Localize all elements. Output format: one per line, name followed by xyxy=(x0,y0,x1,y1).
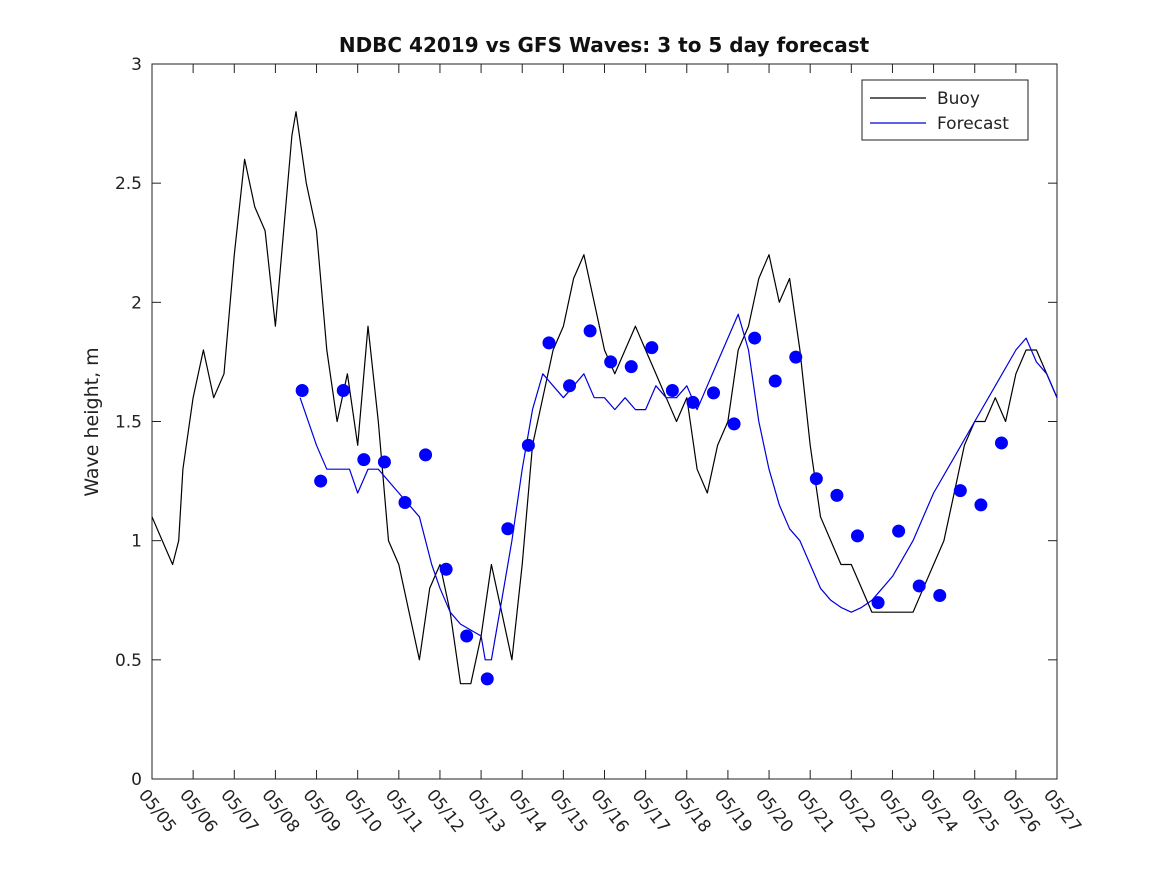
forecast-marker xyxy=(521,438,535,452)
forecast-marker xyxy=(850,529,864,543)
forecast-marker xyxy=(686,395,700,409)
chart-title: NDBC 42019 vs GFS Waves: 3 to 5 day fore… xyxy=(339,33,870,57)
forecast-marker xyxy=(665,384,679,398)
forecast-marker xyxy=(912,579,926,593)
forecast-marker xyxy=(871,596,885,610)
legend-box xyxy=(861,79,1029,141)
forecast-marker xyxy=(336,384,350,398)
y-tick-label: 0 xyxy=(131,770,142,790)
y-tick-label: 1 xyxy=(131,532,142,552)
y-tick-label: 2 xyxy=(131,293,142,313)
forecast-marker xyxy=(707,386,721,400)
y-tick-label: 1.5 xyxy=(115,413,142,433)
forecast-marker xyxy=(419,448,433,462)
forecast-marker xyxy=(892,524,906,538)
forecast-marker xyxy=(314,474,328,488)
forecast-marker xyxy=(727,417,741,431)
forecast-marker xyxy=(748,331,762,345)
forecast-marker xyxy=(583,324,597,338)
forecast-marker xyxy=(480,672,494,686)
forecast-marker xyxy=(994,436,1008,450)
y-tick-label: 2.5 xyxy=(115,174,142,194)
forecast-marker xyxy=(604,355,618,369)
forecast-marker xyxy=(789,350,803,364)
forecast-marker xyxy=(377,455,391,469)
forecast-marker xyxy=(563,379,577,393)
forecast-marker xyxy=(501,522,515,536)
forecast-marker xyxy=(645,341,659,355)
forecast-marker xyxy=(357,453,371,467)
legend-label-forecast: Forecast xyxy=(937,114,1009,134)
series-line-buoy xyxy=(151,111,1058,685)
forecast-marker xyxy=(830,488,844,502)
forecast-marker xyxy=(398,496,412,510)
y-axis-label: Wave height, m xyxy=(81,347,103,496)
forecast-marker xyxy=(933,588,947,602)
y-tick-label: 0.5 xyxy=(115,651,142,671)
y-tick-label: 3 xyxy=(131,55,142,75)
forecast-marker xyxy=(953,484,967,498)
forecast-marker xyxy=(542,336,556,350)
forecast-marker xyxy=(295,384,309,398)
forecast-marker xyxy=(974,498,988,512)
legend: Buoy Forecast xyxy=(861,79,1029,141)
legend-label-buoy: Buoy xyxy=(937,89,980,109)
forecast-marker xyxy=(439,562,453,576)
forecast-marker xyxy=(809,472,823,486)
series-line-forecast xyxy=(299,313,1058,661)
forecast-marker xyxy=(624,360,638,374)
forecast-marker xyxy=(768,374,782,388)
forecast-marker xyxy=(460,629,474,643)
